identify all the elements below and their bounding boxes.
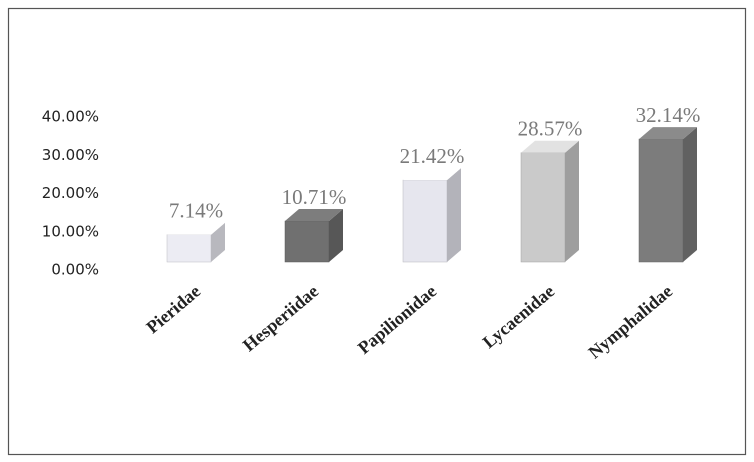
value-label: 32.14%	[636, 103, 701, 127]
y-tick-label: 0.00%	[51, 261, 99, 279]
bar-front	[402, 179, 448, 263]
y-tick-label: 30.00%	[42, 146, 99, 164]
bar	[166, 222, 225, 263]
y-tick-label: 10.00%	[42, 222, 99, 240]
bar-side	[683, 127, 697, 262]
bar-top	[285, 209, 343, 222]
value-label: 7.14%	[169, 199, 223, 223]
bar-side	[329, 209, 343, 262]
bar-side	[447, 168, 461, 262]
bar-front	[166, 234, 212, 263]
bar-top	[167, 222, 225, 235]
bar-side	[211, 222, 225, 262]
bar	[284, 209, 343, 263]
bar-top	[403, 168, 461, 181]
bar-front	[638, 138, 684, 263]
bar-side	[565, 140, 579, 262]
bar	[638, 127, 697, 263]
chart-border	[7, 7, 747, 456]
bar	[520, 140, 579, 263]
bar	[402, 168, 461, 263]
value-label: 28.57%	[518, 117, 583, 141]
value-label: 21.42%	[400, 144, 465, 168]
bar-front	[284, 220, 330, 263]
bar-top	[521, 140, 579, 153]
value-label: 10.71%	[282, 185, 347, 209]
y-tick-label: 20.00%	[42, 184, 99, 202]
bar-top	[639, 127, 697, 140]
y-tick-label: 40.00%	[42, 108, 99, 126]
bar-front	[520, 152, 566, 263]
